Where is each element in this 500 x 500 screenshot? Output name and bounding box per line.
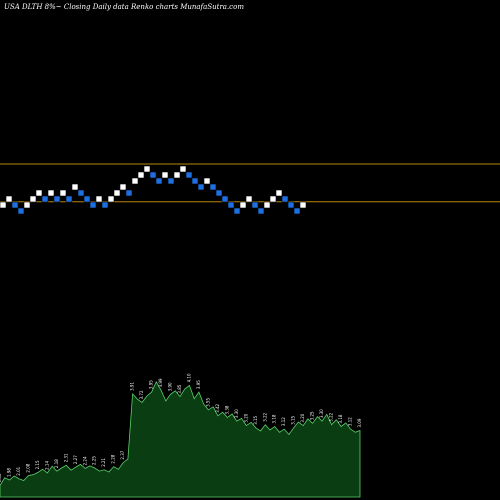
renko-brick-down (215, 189, 223, 197)
renko-brick-up (47, 189, 55, 197)
volume-value-label: 3.55 (205, 398, 210, 407)
volume-value-label: 3.15 (291, 415, 296, 424)
volume-value-label: 3.18 (272, 414, 277, 423)
volume-value-label: 4.10 (187, 373, 192, 382)
volume-value-label: 3.42 (215, 403, 220, 412)
volume-value-label: 3.95 (196, 380, 201, 389)
renko-brick-up (179, 165, 187, 173)
volume-value-label: 2.15 (35, 460, 40, 469)
renko-brick-down (65, 195, 73, 203)
volume-value-label: 2.08 (25, 463, 30, 472)
volume-value-label: 3.30 (234, 409, 239, 418)
renko-bricks (0, 165, 307, 215)
renko-brick-down (197, 183, 205, 191)
chart-title: USA DLTH 8%~ Closing Daily data Renko ch… (4, 3, 244, 11)
volume-area-path (0, 380, 361, 498)
volume-value-label: 3.20 (300, 413, 305, 422)
renko-brick-up (275, 189, 283, 197)
renko-brick-down (293, 207, 301, 215)
volume-value-label: 3.12 (281, 417, 286, 426)
volume-labels: 1.86 1.98 2.01 2.08 2.15 2.14 2.18 2.31 2.27 2.24… (0, 373, 362, 482)
volume-area (0, 380, 361, 498)
renko-brick-down (221, 195, 229, 203)
volume-value-label: 3.22 (329, 412, 334, 421)
renko-brick-up (59, 189, 67, 197)
renko-brick-up (29, 195, 37, 203)
volume-value-label: 3.22 (262, 412, 267, 421)
renko-brick-down (41, 195, 49, 203)
renko-brick-up (239, 201, 247, 209)
renko-brick-down (101, 201, 109, 209)
volume-value-label: 1.86 (0, 473, 2, 482)
renko-brick-up (137, 171, 145, 179)
renko-brick-down (155, 177, 163, 185)
renko-brick-down (11, 201, 19, 209)
volume-value-label: 3.38 (224, 405, 229, 414)
renko-brick-up (131, 177, 139, 185)
renko-brick-down (167, 177, 175, 185)
renko-brick-up (143, 165, 151, 173)
volume-value-label: 3.85 (177, 384, 182, 393)
volume-value-label: 3.90 (168, 382, 173, 391)
renko-brick-up (35, 189, 43, 197)
renko-brick-up (245, 195, 253, 203)
renko-brick-up (23, 201, 31, 209)
volume-value-label: 3.95 (149, 380, 154, 389)
volume-value-label: 3.72 (139, 390, 144, 399)
renko-brick-down (191, 177, 199, 185)
volume-value-label: 2.31 (63, 453, 68, 462)
volume-value-label: 2.25 (92, 456, 97, 465)
volume-value-label: 3.20 (243, 413, 248, 422)
renko-brick-down (53, 195, 61, 203)
volume-value-label: 2.28 (111, 454, 116, 463)
renko-brick-down (125, 189, 133, 197)
renko-brick-up (263, 201, 271, 209)
volume-value-label: 2.21 (101, 457, 106, 466)
renko-brick-down (257, 207, 265, 215)
renko-brick-down (287, 201, 295, 209)
volume-value-label: 2.37 (120, 450, 125, 459)
renko-brick-down (17, 207, 25, 215)
renko-brick-down (89, 201, 97, 209)
renko-brick-down (251, 201, 259, 209)
renko-brick-up (107, 195, 115, 203)
volume-value-label: 2.24 (82, 456, 87, 465)
renko-brick-up (95, 195, 103, 203)
renko-brick-down (281, 195, 289, 203)
volume-value-label: 2.18 (54, 459, 59, 468)
renko-brick-up (203, 177, 211, 185)
renko-brick-down (227, 201, 235, 209)
renko-brick-down (149, 171, 157, 179)
volume-value-label: 3.18 (338, 414, 343, 423)
volume-value-label: 3.12 (348, 417, 353, 426)
renko-brick-down (83, 195, 91, 203)
volume-value-label: 3.09 (357, 418, 362, 427)
renko-brick-down (233, 207, 241, 215)
renko-brick-up (299, 201, 307, 209)
volume-value-label: 2.27 (73, 455, 78, 464)
renko-brick-up (0, 201, 7, 209)
renko-brick-up (119, 183, 127, 191)
volume-value-label: 3.30 (319, 409, 324, 418)
volume-value-label: 3.99 (158, 378, 163, 387)
volume-value-label: 3.91 (130, 382, 135, 391)
renko-brick-up (5, 195, 13, 203)
volume-value-label: 1.98 (7, 468, 12, 477)
renko-brick-up (161, 171, 169, 179)
renko-brick-up (173, 171, 181, 179)
volume-value-label: 2.01 (16, 466, 21, 475)
volume-value-label: 2.14 (44, 461, 49, 470)
volume-value-label: 3.15 (253, 415, 258, 424)
renko-brick-down (209, 183, 217, 191)
renko-brick-up (71, 183, 79, 191)
renko-brick-up (113, 189, 121, 197)
volume-value-label: 3.25 (310, 411, 315, 420)
renko-brick-up (269, 195, 277, 203)
renko-brick-down (77, 189, 85, 197)
renko-brick-down (185, 171, 193, 179)
